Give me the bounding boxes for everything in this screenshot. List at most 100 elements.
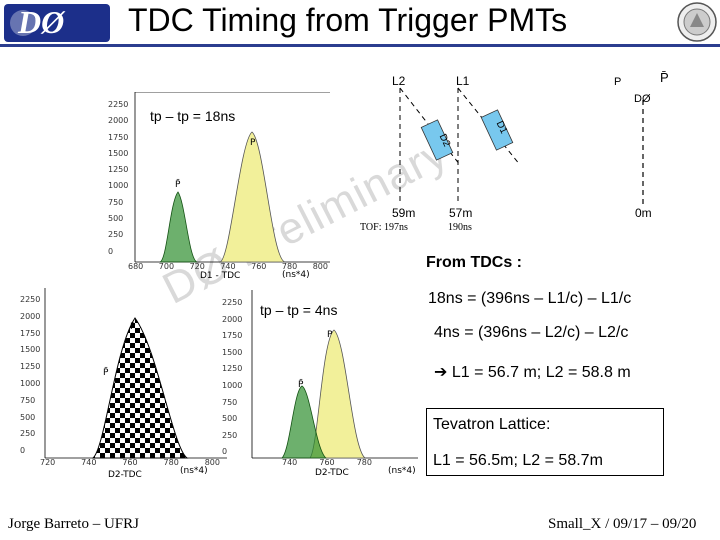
plot1-pbar-peak [159, 191, 198, 263]
xtick: 720 [189, 262, 205, 271]
ytick: 0 [20, 446, 26, 456]
ytick: 2250 [108, 100, 129, 109]
title-rule [0, 44, 720, 47]
ytick: 250 [108, 230, 124, 240]
logo-text: DØ [18, 4, 65, 40]
plot1-xlabel: D1 - TDC [200, 271, 241, 281]
plot3-xlabel: D2-TDC [315, 468, 349, 478]
diagram-d0: DØ [634, 93, 651, 105]
xtick: 780 [281, 262, 298, 271]
xtick: 760 [251, 262, 267, 271]
ytick: 0 [108, 246, 114, 256]
xtick: 740 [220, 262, 236, 271]
plot3-frame [251, 290, 418, 459]
plot1-xunit: (ns*4) [282, 270, 310, 280]
from-tdcs-heading: From TDCs : [426, 254, 522, 271]
ytick: 1250 [222, 364, 243, 374]
ytick: 750 [222, 397, 238, 407]
plot2-yticks: 2250 2000 1750 1500 1250 1000 750 500 25… [20, 292, 40, 460]
diagram-dist-l1: 57m [449, 206, 473, 220]
plot2-xunit: (ns*4) [180, 466, 208, 476]
ytick: 1250 [108, 165, 129, 175]
plot1-p-label: P [250, 138, 256, 148]
d0-logo: DØ [4, 4, 110, 42]
arrow-right-icon: ➔ [434, 364, 448, 381]
footer-date: Small_X / 09/17 – 09/20 [548, 516, 697, 532]
ytick: 1500 [20, 345, 41, 355]
plot1-yticks: 2250 2000 1750 1500 1250 1000 750 500 25… [108, 97, 128, 260]
ytick: 250 [222, 430, 238, 440]
plot1-frame [134, 92, 330, 263]
ytick: 750 [108, 197, 124, 207]
plot3-p-peak [309, 329, 367, 459]
plot2-frame [44, 288, 227, 459]
ytick: 1750 [20, 328, 41, 338]
ytick: 250 [20, 429, 36, 439]
equation-l1: 18ns = (396ns – L1/c) – L1/c [428, 290, 632, 307]
plot2-peak [91, 317, 189, 459]
ytick: 1250 [20, 362, 41, 372]
plot1-pbar-label: P̄ [175, 180, 181, 190]
plot2-p-label: P [130, 322, 136, 332]
plot2-xticks: 720 740 760 780 800 [40, 458, 220, 467]
plot3-xticks: 740 760 780 [282, 458, 372, 467]
ytick: 1500 [108, 148, 129, 158]
diagram-dist-d0: 0m [635, 206, 652, 220]
plot3-pbar-label: P̄ [298, 380, 304, 390]
plot1-xticks: 680 700 720 740 760 780 800 [128, 262, 328, 271]
ytick: 1750 [222, 331, 243, 341]
xtick: 760 [122, 458, 138, 467]
xtick: 680 [128, 262, 144, 271]
ytick: 1000 [222, 380, 243, 390]
diagram-dist-l2: 59m [392, 206, 416, 220]
ytick: 500 [222, 414, 238, 424]
ytick: 2000 [222, 314, 243, 324]
plot1-annotation: tp – tp = 18ns [150, 108, 236, 124]
ytick: 2000 [108, 116, 129, 126]
slide-title: TDC Timing from Trigger PMTs [128, 2, 568, 38]
ytick: 1500 [222, 347, 243, 357]
xtick: 780 [163, 458, 179, 467]
lattice-heading: Tevatron Lattice: [433, 416, 551, 433]
plot1-p-peak [219, 131, 286, 263]
ytick: 750 [20, 395, 36, 405]
plot3-annotation: tp – tp = 4ns [260, 302, 338, 318]
ytick: 2000 [20, 311, 41, 321]
plot2-xlabel: D2-TDC [108, 470, 142, 480]
diagram-tof-l2: TOF: 197ns [360, 222, 408, 233]
plot2-pbar-label: P̄ [103, 368, 109, 378]
ytick: 1750 [108, 132, 129, 142]
xtick: 800 [312, 262, 328, 271]
ytick: 2250 [20, 295, 41, 304]
result-line: ➔ L1 = 56.7 m; L2 = 58.8 m [434, 362, 631, 382]
plot3-yticks: 2250 2000 1750 1500 1250 1000 750 500 25… [222, 295, 242, 461]
diagram-tof-l1: 190ns [448, 222, 472, 233]
university-seal-icon [677, 2, 717, 42]
diagram-l2: L2 [392, 74, 406, 88]
plot3-p-label: P [327, 330, 333, 340]
ytick: 2250 [222, 298, 243, 307]
plot3-xunit: (ns*4) [388, 466, 416, 476]
xtick: 760 [319, 458, 335, 467]
xtick: 800 [204, 458, 220, 467]
xtick: 740 [282, 458, 298, 467]
diagram-l1: L1 [456, 74, 470, 88]
result-text: L1 = 56.7 m; L2 = 58.8 m [451, 364, 631, 381]
xtick: 780 [356, 458, 372, 467]
lattice-values: L1 = 56.5m; L2 = 58.7m [433, 452, 603, 469]
diagram-p: P [614, 76, 622, 88]
beam-diagram [399, 87, 644, 205]
footer-author: Jorge Barreto – UFRJ [8, 516, 139, 532]
plot3-pbar-peak [281, 385, 328, 459]
diagram-pbar: P̄ [660, 70, 669, 85]
ytick: 500 [108, 214, 124, 224]
equation-l2: 4ns = (396ns – L2/c) – L2/c [434, 324, 629, 341]
ytick: 1000 [108, 181, 129, 191]
tevatron-lattice-box: Tevatron Lattice: L1 = 56.5m; L2 = 58.7m [426, 408, 664, 476]
xtick: 740 [81, 458, 97, 467]
xtick: 700 [158, 262, 175, 271]
ytick: 1000 [20, 378, 41, 388]
ytick: 0 [222, 447, 228, 457]
ytick: 500 [20, 412, 36, 422]
xtick: 720 [40, 458, 56, 467]
